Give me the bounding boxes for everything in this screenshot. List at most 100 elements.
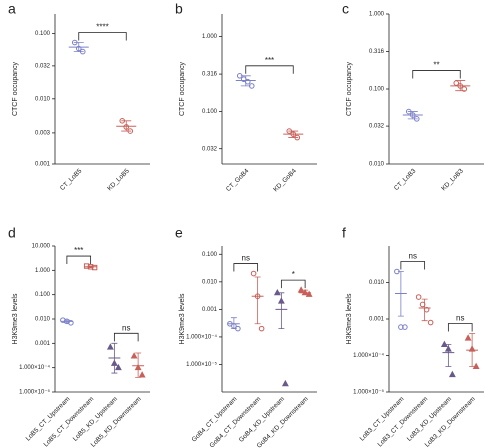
y-tick-label: 0.100	[202, 109, 218, 115]
data-point	[281, 379, 289, 387]
panel-label: a	[8, 1, 16, 17]
y-tick-label: 0.316	[202, 72, 218, 78]
error-bar	[240, 75, 251, 87]
data-point	[448, 370, 456, 378]
y-tick-label: 1.000×10⁻⁵	[19, 389, 50, 396]
y-tick-label: 10.000	[32, 244, 51, 250]
data-point	[138, 371, 146, 378]
x-tick-label: LoB5_CT_Upstream	[25, 396, 72, 443]
significance-label: ns	[242, 254, 250, 263]
significance-label: ****	[96, 23, 108, 32]
x-tick-label: LoB3_CT_Upstream	[359, 396, 406, 443]
y-tick-label: 0.003	[35, 130, 51, 136]
error-bar	[135, 352, 142, 378]
error-bar	[121, 120, 132, 132]
error-bar	[445, 344, 452, 367]
data-point	[415, 294, 422, 300]
y-tick-label: 0.032	[35, 63, 51, 69]
y-tick-label: 0.100	[35, 31, 51, 37]
significance-label: ns	[409, 252, 417, 261]
y-tick-label: 1.000	[369, 12, 385, 18]
significance-label: ***	[265, 56, 274, 65]
error-bar	[407, 111, 418, 120]
y-tick-label: 0.001	[35, 341, 51, 347]
y-tick-label: 1.000×10⁻⁵	[353, 389, 384, 396]
x-tick-label: CT_LoB5	[59, 167, 84, 192]
significance-label: ***	[74, 246, 83, 255]
significance-label: ns	[456, 314, 464, 323]
y-tick-label: 1.000×10⁻⁵	[186, 361, 217, 368]
y-tick-label: 0.100	[35, 292, 51, 298]
y-tick-label: 0.010	[35, 317, 51, 323]
y-axis-label: H3K9me3 levels	[12, 293, 19, 344]
significance-bracket	[412, 70, 461, 79]
error-bar	[87, 265, 94, 268]
x-tick-label: KD_LoB3	[440, 167, 465, 192]
data-point	[461, 86, 468, 92]
error-bar	[254, 276, 261, 325]
y-tick-label: 0.010	[202, 279, 218, 285]
data-point	[402, 324, 408, 330]
error-bar	[63, 319, 70, 324]
y-tick-label: 0.010	[35, 96, 51, 102]
panel-label: f	[342, 225, 346, 241]
y-tick-label: 1.000	[202, 34, 218, 40]
x-tick-label: KD_LoB5	[106, 167, 131, 192]
x-tick-label: CT_GoB4	[225, 167, 251, 193]
y-tick-label: 0.001	[35, 162, 51, 168]
y-axis-label: H3K9me3 levels	[179, 293, 186, 344]
y-tick-label: 0.001	[202, 307, 218, 313]
data-point	[398, 324, 404, 330]
data-point	[297, 286, 305, 293]
data-point	[106, 343, 114, 350]
error-bar	[302, 289, 309, 295]
y-tick-label: 0.032	[369, 124, 385, 130]
significance-bracket	[78, 32, 127, 41]
data-point	[250, 270, 257, 277]
panel-label: d	[8, 225, 16, 241]
y-axis-label: H3K9me3 levels	[346, 293, 353, 344]
significance-bracket	[66, 255, 92, 265]
y-tick-label: 0.010	[369, 162, 385, 168]
error-bar	[288, 130, 299, 138]
y-tick-label: 0.100	[202, 252, 218, 258]
data-point	[258, 325, 265, 332]
error-bar	[421, 298, 428, 322]
error-bar	[230, 317, 237, 330]
data-point	[427, 319, 434, 326]
error-bar	[278, 292, 285, 330]
y-tick-label: 1.000×10⁻⁴	[186, 333, 217, 340]
error-bar	[469, 333, 476, 367]
y-tick-label: 0.032	[202, 146, 218, 152]
y-tick-label: 0.010	[369, 280, 385, 286]
significance-label: *	[292, 270, 295, 279]
significance-label: ns	[122, 323, 130, 332]
data-point	[472, 362, 480, 369]
x-tick-label: GoB4_KD_Upstream	[238, 396, 286, 444]
x-tick-label: GoB4_CT_Upstream	[191, 396, 239, 444]
y-tick-label: 1.000×10⁻⁴	[353, 352, 384, 359]
significance-bracket	[113, 332, 139, 342]
y-tick-label: 0.100	[369, 87, 385, 93]
panel-label: b	[175, 1, 183, 17]
significance-bracket	[233, 263, 259, 272]
error-bar	[73, 42, 84, 52]
y-axis-label: CTCF occupancy	[179, 61, 186, 116]
data-point	[114, 363, 122, 371]
x-tick-label: LoB5_KD_Upstream	[72, 396, 119, 443]
data-point	[464, 334, 472, 341]
significance-bracket	[447, 323, 473, 332]
panel-label: e	[175, 225, 183, 241]
significance-bracket	[280, 279, 306, 289]
error-bar	[455, 80, 466, 92]
data-point	[130, 352, 138, 359]
panel-label: c	[342, 1, 349, 17]
significance-label: **	[433, 61, 439, 70]
error-bar	[397, 271, 404, 317]
y-axis-label: CTCF occupancy	[346, 61, 353, 116]
y-axis-label: CTCF occupancy	[12, 61, 19, 116]
y-tick-label: 1.000×10⁻⁴	[19, 364, 50, 371]
y-tick-label: 0.001	[369, 317, 385, 323]
x-tick-label: KD_GoB4	[272, 167, 298, 193]
